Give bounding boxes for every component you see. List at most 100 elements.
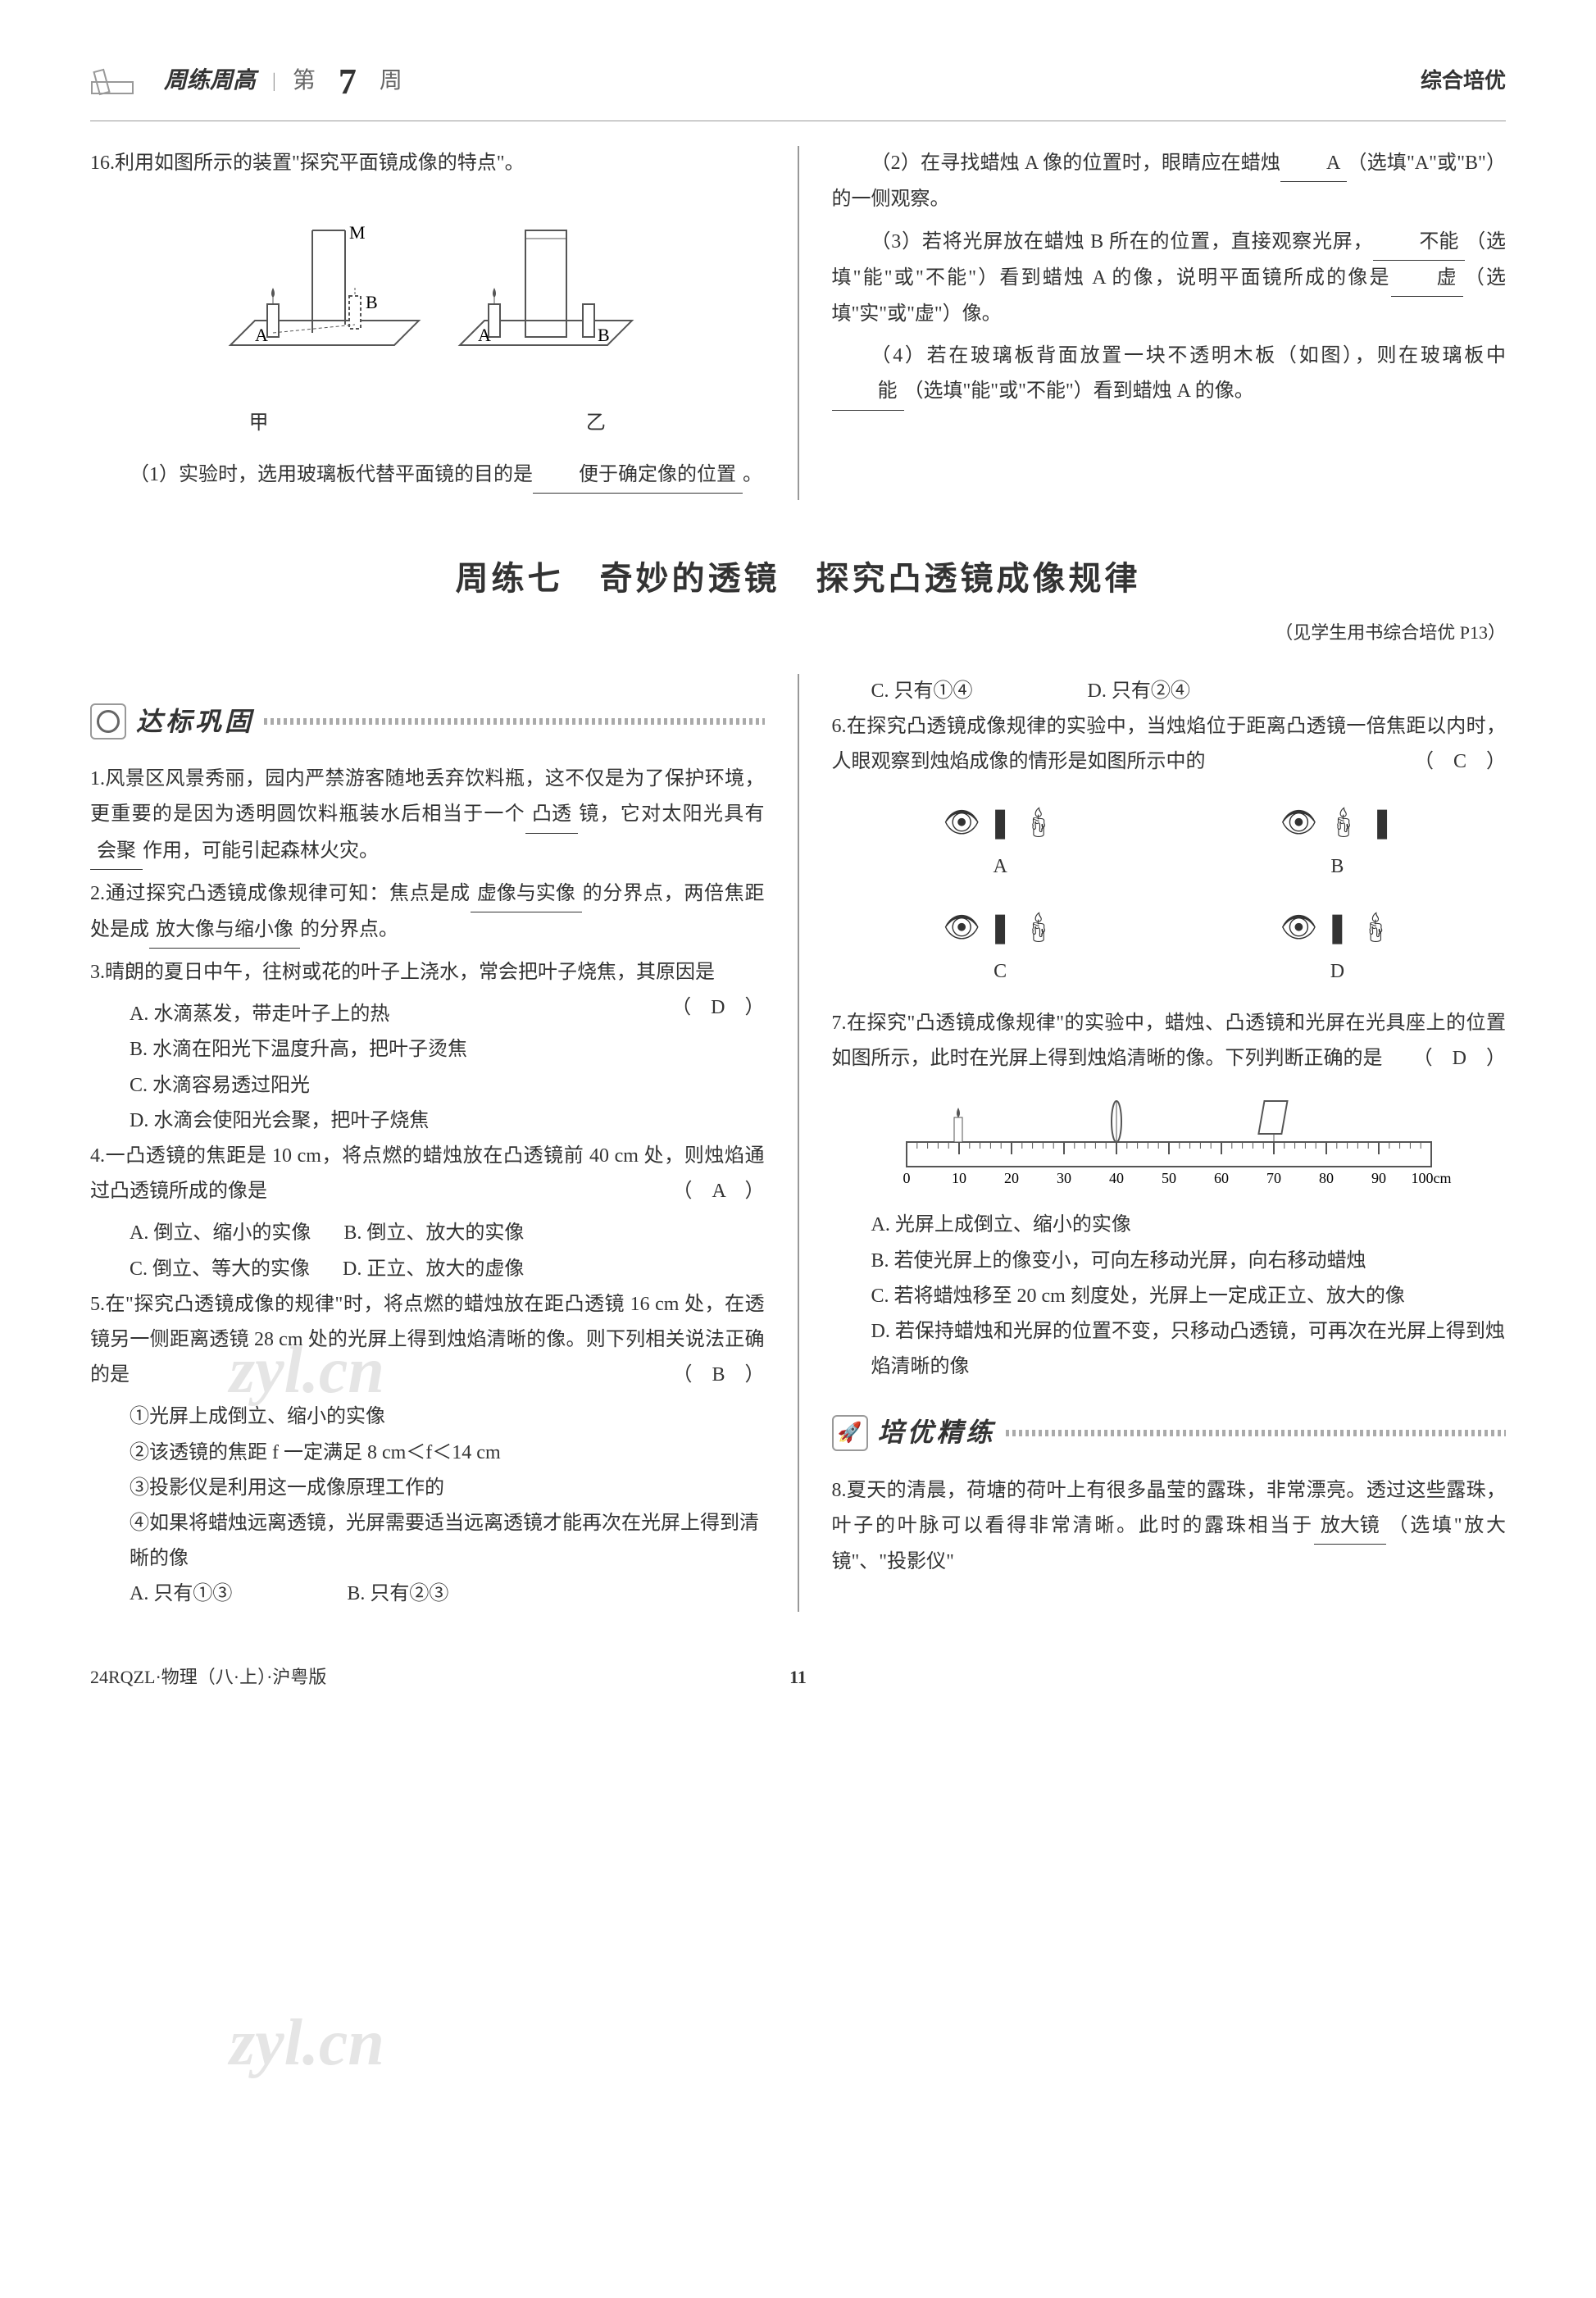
q4-stem: 4.一凸透镜的焦距是 10 cm，将点燃的蜡烛放在凸透镜前 40 cm 处，则烛… (90, 1139, 765, 1209)
fig-label-m: M (349, 222, 366, 243)
svg-text:40: 40 (1109, 1170, 1124, 1186)
q16-figure: M A B A (90, 198, 765, 440)
q16-num: 16. (90, 152, 115, 174)
q16-p2-answer: A (1280, 146, 1347, 182)
rocket-icon (832, 1415, 868, 1451)
divider-pipe: | (272, 64, 276, 99)
q6-fig-c: 👁 ❚ 🕯C (865, 901, 1136, 990)
q7-opt-a: A. 光屏上成倒立、缩小的实像 (832, 1208, 1507, 1243)
q16-container: 16.利用如图所示的装置"探究平面镜成像的特点"。 M A B (90, 146, 1506, 500)
main-two-col: 达标巩固 1.风景区风景秀丽，园内严禁游客随地丢弃饮料瓶，这不仅是为了保护环境，… (90, 674, 1506, 1613)
q4-row2: C. 倒立、等大的实像 D. 正立、放大的虚像 (90, 1252, 765, 1287)
q3-answer: （ D ） (671, 990, 764, 1026)
svg-text:B: B (598, 325, 610, 345)
q3-opt-d: D. 水滴会使阳光会聚，把叶子烧焦 (90, 1103, 765, 1139)
q16-left-col: 16.利用如图所示的装置"探究平面镜成像的特点"。 M A B (90, 146, 765, 500)
right-column: C. 只有①④ D. 只有②④ 6.在探究凸透镜成像规律的实验中，当烛焰位于距离… (832, 674, 1507, 1613)
gear-icon (90, 703, 126, 739)
q16-p3: （3）若将光屏放在蜡烛 B 所在的位置，直接观察光屏，不能（选填"能"或"不能"… (832, 225, 1507, 333)
svg-text:10: 10 (952, 1170, 966, 1186)
section2-title: 培优精练 (878, 1409, 996, 1457)
q16-caption: 甲 乙 (90, 406, 765, 441)
q7-opt-d: D. 若保持蜡烛和光屏的位置不变，只移动凸透镜，可再次在光屏上得到烛焰清晰的像 (832, 1314, 1507, 1385)
q3-opt-b: B. 水滴在阳光下温度升高，把叶子烫焦 (90, 1032, 765, 1067)
q4-answer: （ A ） (672, 1174, 764, 1209)
q5-o1: ①光屏上成倒立、缩小的实像 (90, 1399, 765, 1435)
q5-opt-b: B. 只有②③ (347, 1577, 448, 1612)
header-right-label: 综合培优 (1421, 62, 1506, 101)
q16-p3-ans1: 不能 (1373, 225, 1465, 261)
q4-row1: A. 倒立、缩小的实像 B. 倒立、放大的实像 (90, 1216, 765, 1251)
q2: 2.通过探究凸透镜成像规律可知：焦点是成虚像与实像的分界点，两倍焦距处是成放大像… (90, 876, 765, 949)
q5-o3: ③投影仪是利用这一成像原理工作的 (90, 1471, 765, 1506)
q6-stem: 6.在探究凸透镜成像规律的实验中，当烛焰位于距离凸透镜一倍焦距以内时，人眼观察到… (832, 709, 1507, 780)
week-prefix: 第 (293, 61, 316, 102)
section1-title: 达标巩固 (136, 699, 254, 746)
q5-opt-a: A. 只有①③ (130, 1577, 232, 1612)
section-line (1006, 1430, 1506, 1436)
column-divider-2 (798, 674, 799, 1613)
header-left: 周练周高 | 第 7 周 (90, 49, 402, 114)
q3-opt-a: A. 水滴蒸发，带走叶子上的热 (90, 997, 765, 1032)
q16-p1-answer: 便于确定像的位置 (533, 457, 743, 494)
q7-ruler-figure: 0102030405060708090100cm (882, 1085, 1456, 1199)
svg-text:50: 50 (1162, 1170, 1176, 1186)
series-title: 周练周高 (164, 61, 256, 102)
q5-o2: ②该透镜的焦距 f 一定满足 8 cm＜f＜14 cm (90, 1436, 765, 1471)
svg-text:B: B (366, 292, 378, 312)
q5-opt-d: D. 只有②④ (1088, 674, 1190, 709)
q1: 1.风景区风景秀丽，园内严禁游客随地丢弃饮料瓶，这不仅是为了保护环境，更重要的是… (90, 762, 765, 870)
q8: 8.夏天的清晨，荷塘的荷叶上有很多晶莹的露珠，非常漂亮。透过这些露珠，叶子的叶脉… (832, 1473, 1507, 1581)
q16-right-col: （2）在寻找蜡烛 A 像的位置时，眼睛应在蜡烛A（选填"A"或"B"）的一侧观察… (832, 146, 1507, 500)
svg-text:60: 60 (1214, 1170, 1229, 1186)
q6-options-grid: 👁 ❚ 🕯A 👁 🕯 ❚B 👁 ❚ 🕯C 👁 ❚ 🕯D (865, 796, 1474, 990)
q5-o4: ④如果将蜡烛远离透镜，光屏需要适当远离透镜才能再次在光屏上得到清晰的像 (90, 1506, 765, 1577)
svg-text:0: 0 (903, 1170, 910, 1186)
svg-text:A: A (255, 325, 268, 345)
section-badge-2: 培优精练 (832, 1409, 1507, 1457)
svg-text:A: A (478, 325, 491, 345)
left-column: 达标巩固 1.风景区风景秀丽，园内严禁游客随地丢弃饮料瓶，这不仅是为了保护环境，… (90, 674, 765, 1613)
q8-answer: 放大镜 (1314, 1508, 1386, 1545)
q7-opt-c: C. 若将蜡烛移至 20 cm 刻度处，光屏上一定成正立、放大的像 (832, 1279, 1507, 1314)
q16-p4: （4）若在玻璃板背面放置一块不透明木板（如图），则在玻璃板中能（选填"能"或"不… (832, 339, 1507, 410)
q7-stem: 7.在探究"凸透镜成像规律"的实验中，蜡烛、凸透镜和光屏在光具座上的位置如图所示… (832, 1006, 1507, 1076)
svg-text:30: 30 (1057, 1170, 1071, 1186)
q7-opt-b: B. 若使光屏上的像变小，可向左移动光屏，向右移动蜡烛 (832, 1244, 1507, 1279)
q6-fig-a: 👁 ❚ 🕯A (865, 796, 1136, 885)
section-line (264, 718, 764, 725)
page-number: 11 (789, 1661, 807, 1694)
q1-ans2: 会聚 (90, 834, 143, 870)
q1-ans1: 凸透 (525, 797, 578, 833)
svg-text:70: 70 (1266, 1170, 1281, 1186)
sub-note: （见学生用书综合培优 P13） (90, 617, 1506, 649)
column-divider (798, 146, 799, 500)
q5-row2: C. 只有①④ D. 只有②④ (832, 674, 1507, 709)
q5-answer: （ B ） (672, 1358, 764, 1393)
q2-ans1: 虚像与实像 (471, 876, 582, 912)
svg-text:80: 80 (1319, 1170, 1334, 1186)
section-badge-1: 达标巩固 (90, 699, 765, 746)
q16-p1: （1）实验时，选用玻璃板代替平面镜的目的是便于确定像的位置。 (90, 457, 765, 494)
book-icon (90, 66, 148, 98)
q16-stem: 16.利用如图所示的装置"探究平面镜成像的特点"。 (90, 146, 765, 181)
q16-p3-ans2: 虚 (1391, 261, 1463, 297)
q5-opt-c: C. 只有①④ (871, 674, 973, 709)
q6-fig-b: 👁 🕯 ❚B (1202, 796, 1473, 885)
week-suffix: 周 (380, 61, 402, 102)
week-number: 7 (339, 49, 357, 114)
main-title: 周练七 奇妙的透镜 探究凸透镜成像规律 (90, 549, 1506, 608)
q2-ans2: 放大像与缩小像 (149, 912, 300, 949)
page-footer: 24RQZL·物理（八·上）·沪粤版 11 (90, 1661, 1506, 1694)
q5-stem: 5.在"探究凸透镜成像的规律"时，将点燃的蜡烛放在距凸透镜 16 cm 处，在透… (90, 1287, 765, 1394)
svg-text:100cm: 100cm (1411, 1170, 1451, 1186)
q16-p4-answer: 能 (832, 374, 904, 410)
q16-p2: （2）在寻找蜡烛 A 像的位置时，眼睛应在蜡烛A（选填"A"或"B"）的一侧观察… (832, 146, 1507, 217)
svg-text:20: 20 (1004, 1170, 1019, 1186)
q4-opt-c: C. 倒立、等大的实像 (130, 1252, 310, 1287)
q4-opt-d: D. 正立、放大的虚像 (343, 1252, 524, 1287)
page-header: 周练周高 | 第 7 周 综合培优 (90, 49, 1506, 121)
q7-answer: （ D ） (1413, 1041, 1506, 1076)
q3-stem: 3.晴朗的夏日中午，往树或花的叶子上浇水，常会把叶子烧焦，其原因是（ D ） (90, 955, 765, 990)
q6-fig-d: 👁 ❚ 🕯D (1202, 901, 1473, 990)
